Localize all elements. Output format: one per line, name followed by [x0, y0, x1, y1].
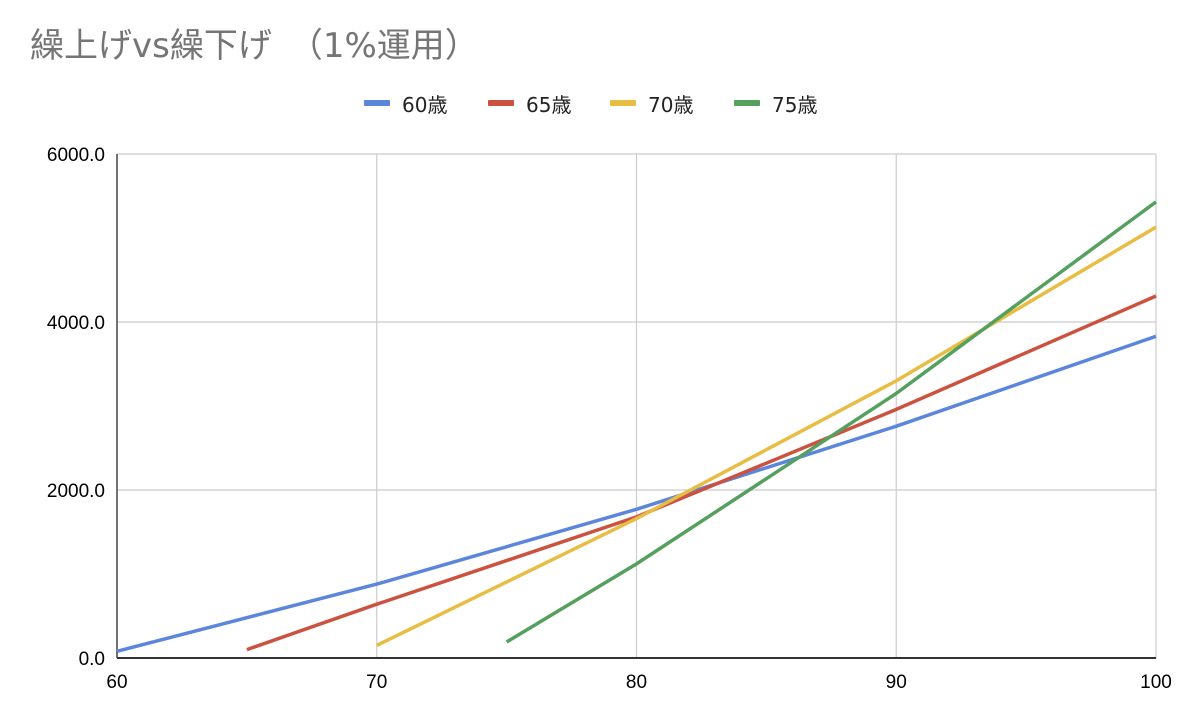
legend-item-75[interactable]: 75歳	[734, 88, 817, 118]
legend-item-70[interactable]: 70歳	[610, 88, 693, 118]
legend-label-75: 75歳	[772, 92, 818, 117]
y-tick-label: 6000.0	[47, 145, 105, 166]
legend-item-60[interactable]: 60歳	[364, 88, 447, 118]
legend-swatch-60	[364, 100, 390, 106]
x-tick-label: 60	[106, 672, 127, 693]
legend: 60歳 65歳 70歳 75歳	[0, 88, 1184, 118]
legend-label-65: 65歳	[526, 92, 572, 117]
x-tick-label: 90	[886, 672, 907, 693]
y-tick-label: 2000.0	[47, 481, 105, 502]
chart-title: 繰上げvs繰下げ （1%運用）	[30, 26, 479, 66]
series-line-3	[505, 200, 1158, 644]
legend-item-65[interactable]: 65歳	[488, 88, 571, 118]
y-tick-label: 0.0	[79, 649, 105, 670]
x-tick-label: 100	[1140, 672, 1172, 693]
x-tick-label: 70	[366, 672, 387, 693]
y-tick-label: 4000.0	[47, 313, 105, 334]
legend-swatch-70	[610, 100, 636, 106]
x-tick-label: 80	[626, 672, 647, 693]
series-line-0	[116, 334, 1157, 653]
legend-swatch-65	[488, 100, 514, 106]
legend-label-60: 60歳	[402, 92, 448, 117]
legend-swatch-75	[734, 100, 760, 106]
series-line-2	[376, 225, 1157, 647]
series-line-1	[246, 294, 1157, 652]
legend-label-70: 70歳	[648, 92, 694, 117]
